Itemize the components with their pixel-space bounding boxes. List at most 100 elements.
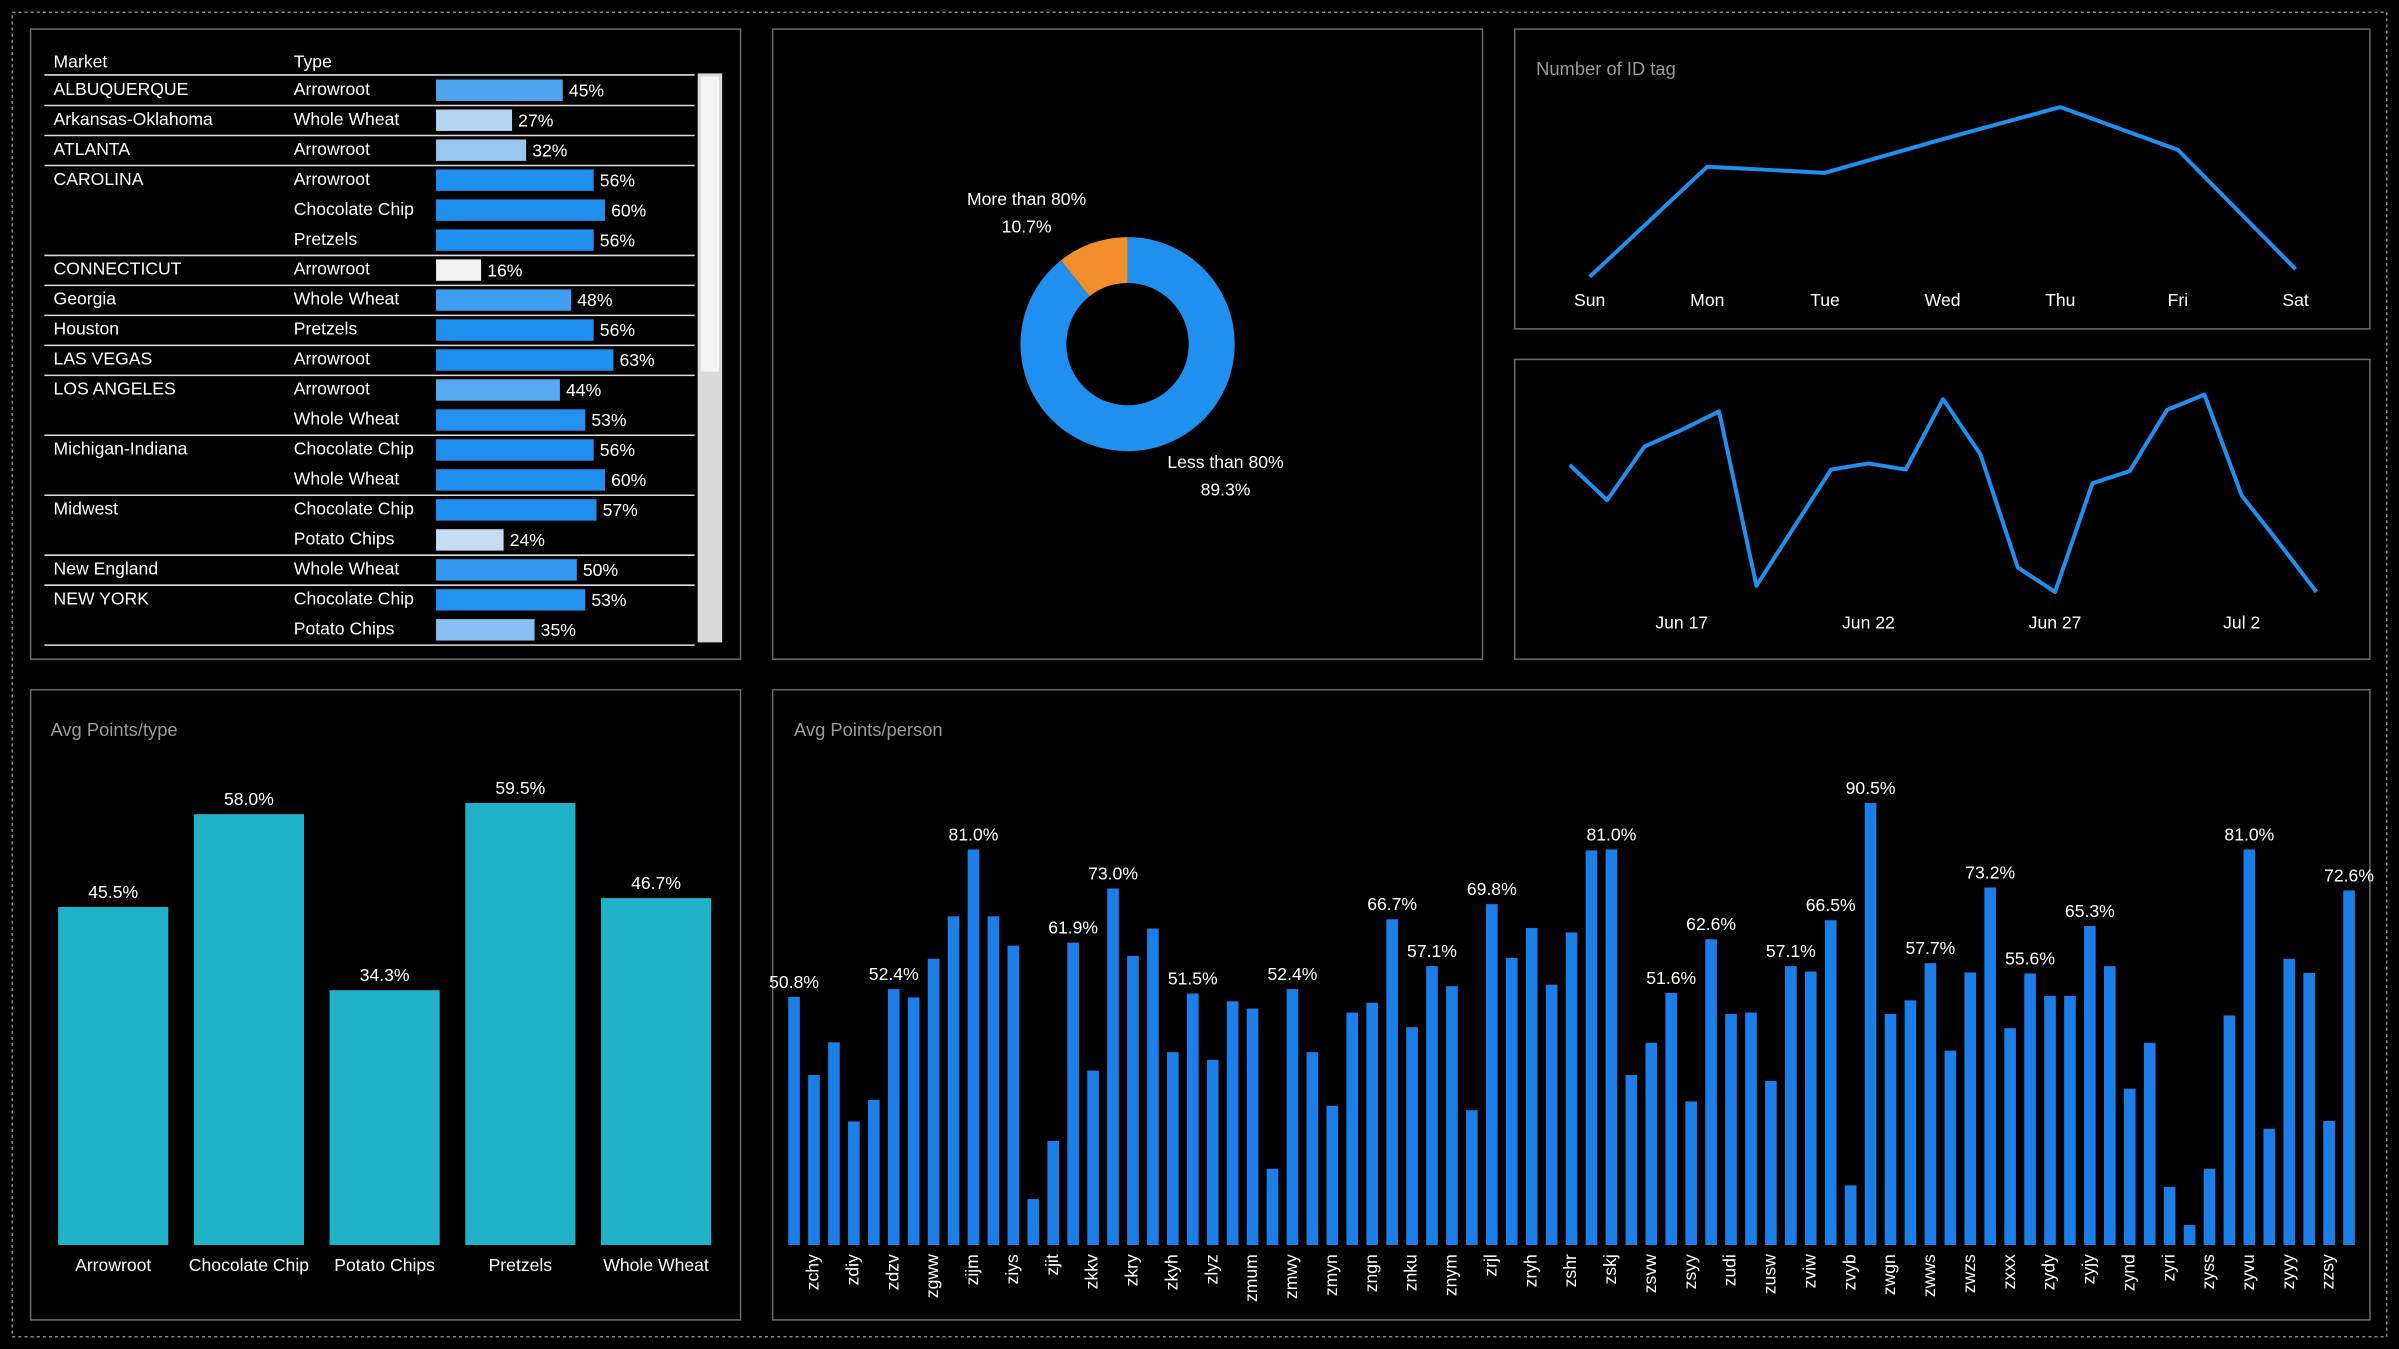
table-value-label: 24%: [510, 530, 545, 550]
table-value-label: 56%: [600, 440, 635, 460]
chart-title: Avg Points/type: [50, 719, 177, 740]
table-value-label: 35%: [541, 620, 576, 640]
bar-value-label: 55.6%: [2005, 948, 2055, 968]
x-tick-label: zrjl: [1480, 1254, 1500, 1276]
bar: [1904, 1000, 1917, 1245]
type: Whole Wheat: [294, 289, 400, 309]
bar-value-label: 81.0%: [1586, 824, 1636, 844]
bar: [1605, 849, 1618, 1245]
bar: [1186, 993, 1199, 1245]
x-tick-label: Wed: [1925, 290, 1961, 310]
market: Arkansas-Oklahoma: [54, 109, 213, 129]
x-tick-label: zwws: [1919, 1254, 1939, 1297]
x-tick-label: Jun 17: [1655, 613, 1708, 633]
bar: [2183, 1224, 2196, 1245]
bar: [2024, 973, 2036, 1245]
bar: [1485, 904, 1498, 1245]
bar: [1266, 1168, 1279, 1245]
market: LAS VEGAS: [54, 349, 153, 369]
x-tick-label: Jul 2: [2223, 613, 2260, 633]
slice-label: More than 80%: [967, 189, 1086, 209]
bar: [1226, 1001, 1239, 1245]
bar: [1685, 1101, 1697, 1245]
bar-value-label: 34.3%: [360, 965, 410, 985]
bar: [600, 898, 712, 1245]
bar-value-label: 52.4%: [869, 964, 919, 984]
market: ALBUQUERQUE: [54, 79, 189, 99]
market: Midwest: [54, 499, 119, 519]
bar: [1087, 1070, 1099, 1245]
bar-value-label: 81.0%: [2224, 824, 2274, 844]
x-tick-label: zsyy: [1680, 1254, 1700, 1289]
bar: [1127, 955, 1139, 1245]
bar: [2044, 995, 2056, 1245]
x-tick-label: Mon: [1690, 290, 1724, 310]
type: Potato Chips: [294, 618, 395, 638]
x-tick-label: zzsy: [2318, 1254, 2338, 1289]
table-bar: [436, 229, 594, 251]
type: Potato Chips: [294, 529, 395, 549]
table-bar: [436, 259, 482, 281]
bar-value-label: 50.8%: [769, 972, 819, 992]
bar-value-label: 45.5%: [88, 882, 138, 902]
bar-value-label: 51.6%: [1646, 968, 1696, 988]
table-value-label: 44%: [566, 380, 601, 400]
bar: [1426, 966, 1438, 1245]
table-bar: [436, 349, 614, 371]
bar-value-label: 65.3%: [2065, 901, 2115, 921]
table-value-label: 48%: [577, 290, 612, 310]
weekday-panel: [1513, 28, 2371, 330]
x-tick-label: zryh: [1520, 1254, 1540, 1287]
x-tick-label: zijm: [962, 1254, 982, 1285]
bar: [2163, 1186, 2176, 1245]
bar: [2103, 966, 2116, 1245]
x-tick-label: Pretzels: [489, 1255, 553, 1275]
type: Arrowroot: [294, 169, 370, 189]
type: Chocolate Chip: [294, 199, 414, 219]
chart-title: Avg Points/person: [794, 719, 943, 740]
table-value-label: 27%: [518, 110, 553, 130]
bar-value-label: 57.1%: [1407, 941, 1457, 961]
bar: [2223, 1015, 2236, 1245]
table-bar: [436, 559, 577, 581]
market: CONNECTICUT: [54, 259, 182, 279]
x-tick-label: zwzs: [1959, 1254, 1979, 1293]
bar: [58, 906, 169, 1245]
x-tick-label: zkkv: [1082, 1254, 1102, 1289]
bar: [1167, 1052, 1179, 1245]
bar: [1326, 1105, 1339, 1245]
bar: [788, 996, 800, 1245]
scroll-thumb[interactable]: [700, 76, 720, 372]
bar: [1206, 1059, 1219, 1245]
bar-value-label: 69.8%: [1467, 879, 1517, 899]
bar: [1804, 971, 1817, 1245]
bar: [1625, 1075, 1638, 1245]
bar-value-label: 73.0%: [1088, 863, 1138, 883]
dashboard-border: [11, 11, 2388, 1338]
bar-value-label: 46.7%: [631, 873, 681, 893]
market: Houston: [54, 319, 119, 339]
table-value-label: 60%: [611, 470, 646, 490]
bar-value-label: 66.5%: [1806, 895, 1856, 915]
slice-label: Less than 80%: [1167, 452, 1283, 472]
x-tick-label: zyjy: [2079, 1254, 2099, 1284]
bar: [808, 1075, 820, 1245]
table-value-label: 50%: [583, 560, 618, 580]
table-bar: [436, 199, 605, 221]
column-header: Market: [54, 51, 108, 71]
x-tick-label: zusw: [1760, 1254, 1780, 1294]
donut-panel: [771, 28, 1484, 660]
x-tick-label: Jun 27: [2029, 613, 2082, 633]
x-tick-label: zyri: [2158, 1254, 2178, 1281]
line: [1588, 105, 2297, 279]
x-tick-label: Arrowroot: [75, 1255, 151, 1275]
bar-value-label: 81.0%: [949, 824, 999, 844]
bar: [1785, 966, 1797, 1245]
x-tick-label: zdzv: [882, 1254, 902, 1290]
slice-value: 10.7%: [1002, 217, 1052, 237]
bar: [1964, 972, 1977, 1245]
bar: [867, 1099, 880, 1245]
bar: [1884, 1014, 1897, 1245]
bar: [1027, 1199, 1040, 1245]
